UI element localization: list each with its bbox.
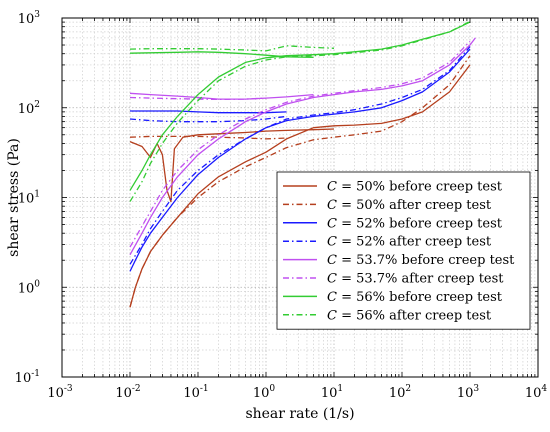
series-line <box>129 37 476 256</box>
x-tick-label-exponent: -3 <box>64 384 73 394</box>
legend-label: C = 52% before creep test <box>327 216 503 231</box>
series-line <box>129 40 471 248</box>
x-tick-label-exponent: 0 <box>269 384 275 394</box>
series-line <box>129 128 335 203</box>
legend-label-variable: C <box>327 253 337 268</box>
legend-label-text: = 52% before creep test <box>337 216 503 231</box>
series-line <box>129 92 314 100</box>
legend-label-text: = 56% before creep test <box>337 290 503 305</box>
legend-label: C = 52% after creep test <box>327 235 492 250</box>
legend-label-text: = 50% before creep test <box>337 180 503 195</box>
legend-label-variable: C <box>327 235 337 250</box>
y-tick-label-exponent: 0 <box>34 279 40 289</box>
legend-label-variable: C <box>327 198 337 213</box>
legend-label-variable: C <box>327 272 337 287</box>
y-tick-label-exponent: 2 <box>34 100 40 110</box>
legend-label-variable: C <box>327 216 337 231</box>
series-line <box>129 48 471 272</box>
y-tick-label-exponent: 1 <box>34 190 40 200</box>
legend-label-text: = 53.7% after creep test <box>337 272 504 287</box>
series-layer <box>129 20 476 308</box>
legend-label-text: = 53.7% before creep test <box>337 253 515 268</box>
x-tick-label-exponent: 2 <box>405 384 411 394</box>
x-tick-label-exponent: 3 <box>473 384 479 394</box>
x-tick-label-exponent: 1 <box>337 384 343 394</box>
series-line <box>129 21 471 191</box>
legend-label-variable: C <box>327 290 337 305</box>
series-line <box>129 46 471 265</box>
legend-label-text: = 50% after creep test <box>337 198 492 213</box>
axis-ticks <box>61 17 539 378</box>
y-tick-label-exponent: -1 <box>31 369 40 379</box>
x-tick-label-exponent: -1 <box>200 384 209 394</box>
legend-label: C = 50% before creep test <box>327 180 503 195</box>
series-line <box>129 96 267 101</box>
legend-label-text: = 52% after creep test <box>337 235 492 250</box>
series-line <box>130 110 287 114</box>
series-line <box>129 55 471 308</box>
legend-label-variable: C <box>327 308 337 323</box>
legend-label-variable: C <box>327 180 337 195</box>
legend-box <box>276 171 531 330</box>
legend-label-text: = 56% after creep test <box>337 308 492 323</box>
x-axis-title: shear rate (1/s) <box>245 406 354 422</box>
legend-label: C = 56% after creep test <box>327 308 492 323</box>
legend-label: C = 50% after creep test <box>327 198 492 213</box>
series-line <box>129 51 314 58</box>
legend-label: C = 56% before creep test <box>327 290 503 305</box>
x-tick-label-exponent: -2 <box>132 384 141 394</box>
x-tick-label-exponent: 4 <box>541 384 547 394</box>
y-tick-label-exponent: 3 <box>34 10 40 20</box>
legend-label: C = 53.7% after creep test <box>327 272 504 287</box>
y-axis-title: shear stress (Pa) <box>6 138 22 257</box>
legend-label: C = 53.7% before creep test <box>327 253 515 268</box>
